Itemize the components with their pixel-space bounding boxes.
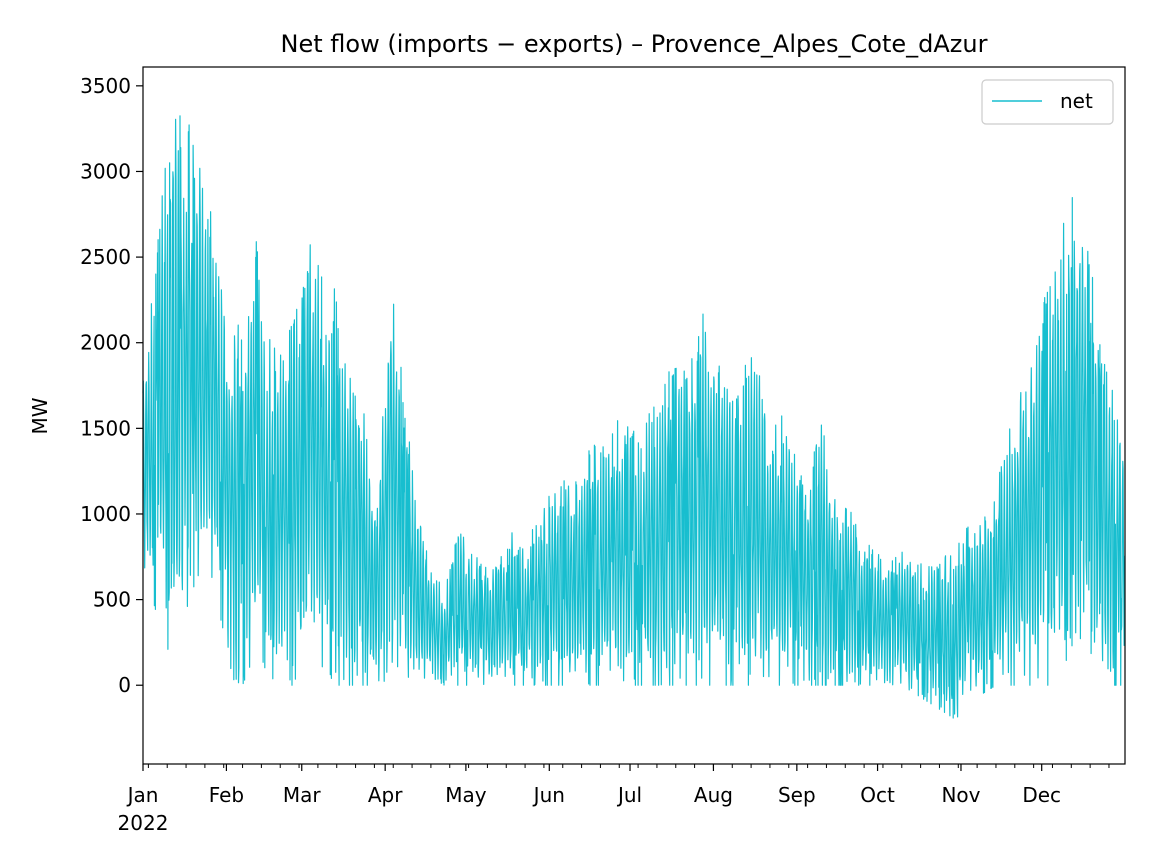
legend-series-label: net [1060, 89, 1093, 113]
x-tick-label: Nov [941, 783, 980, 807]
x-tick-label: Jul [616, 783, 642, 807]
x-tick-label: Apr [368, 783, 403, 807]
x-tick-label: Jan [126, 783, 159, 807]
x-tick-label: Oct [860, 783, 895, 807]
x-axis: Jan Feb Mar Apr May Jun Jul Aug Sep Oct Nov Dec 2022 [118, 764, 1110, 835]
chart-title: Net flow (imports − exports) – Provence_… [281, 30, 988, 58]
legend: net [981, 79, 1114, 125]
y-axis: 0 500 1000 1500 2000 2500 3000 3500 [80, 74, 143, 697]
legend-box [981, 79, 1114, 125]
y-tick-label: 3500 [80, 74, 131, 98]
x-tick-label: Aug [694, 783, 733, 807]
x-tick-label: Jun [532, 783, 565, 807]
x-tick-label: Dec [1022, 783, 1061, 807]
y-axis-label: MW [28, 397, 52, 434]
axes-frame [142, 66, 1126, 765]
y-tick-label: 2000 [80, 331, 131, 355]
y-tick-label: 500 [93, 588, 131, 612]
y-tick-label: 2500 [80, 245, 131, 269]
y-tick-label: 1000 [80, 502, 131, 526]
x-tick-label: May [445, 783, 487, 807]
x-tick-label: Mar [283, 783, 322, 807]
plot-area [142, 115, 1126, 719]
series-line-net [142, 115, 1126, 719]
y-tick-label: 1500 [80, 416, 131, 440]
y-tick-label: 0 [118, 673, 131, 697]
x-year-label: 2022 [118, 811, 169, 835]
x-tick-label: Feb [209, 783, 244, 807]
x-tick-label: Sep [778, 783, 816, 807]
y-tick-label: 3000 [80, 159, 131, 183]
